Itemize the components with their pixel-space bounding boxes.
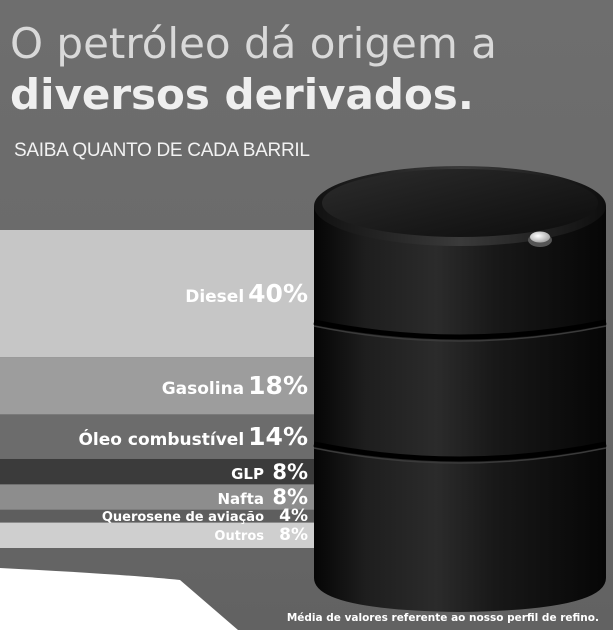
band-category: Óleo combustível xyxy=(78,429,245,450)
title-line-1: O petróleo dá origem a xyxy=(10,19,497,68)
band-label-1: Gasolina 18% xyxy=(162,371,308,404)
title-dot: . xyxy=(457,70,474,119)
subtitle: SAIBA QUANTO DE CADA BARRIL xyxy=(14,140,310,161)
band-3 xyxy=(0,459,320,485)
barrel-cap xyxy=(530,231,550,243)
barrel-body xyxy=(314,206,606,612)
barrel-lid xyxy=(322,169,598,237)
band-label-0: Diesel 40% xyxy=(185,279,308,312)
band-category: Outros xyxy=(214,529,264,545)
band-2 xyxy=(0,414,320,459)
band-6 xyxy=(0,522,320,548)
band-label-3: GLP 8% xyxy=(231,460,308,486)
band-category: GLP xyxy=(231,464,264,483)
band-value: 18% xyxy=(248,370,308,400)
title-line-2-text: diversos derivados xyxy=(10,70,458,119)
band-category: Nafta xyxy=(217,490,265,509)
band-value: 4% xyxy=(279,506,308,527)
band-category: Querosene de aviação xyxy=(101,510,264,526)
band-value: 8% xyxy=(272,485,308,510)
title-line-2: diversos derivados. xyxy=(10,70,474,120)
band-value: 14% xyxy=(248,421,308,451)
band-value: 40% xyxy=(248,278,308,308)
footnote: Média de valores referente ao nosso perf… xyxy=(286,612,599,624)
band-category: Gasolina xyxy=(161,378,245,399)
band-5 xyxy=(0,509,320,523)
band-label-6: Outros 8% xyxy=(214,523,308,549)
band-category: Diesel xyxy=(185,286,245,307)
band-label-2: Óleo combustível 14% xyxy=(78,422,308,455)
band-1 xyxy=(0,357,320,415)
band-value: 8% xyxy=(279,525,308,546)
band-value: 8% xyxy=(272,459,308,484)
band-4 xyxy=(0,484,320,510)
band-label-4: Nafta 8% xyxy=(218,485,309,511)
band-label-5: Querosene de aviação 4% xyxy=(102,507,308,527)
band-0 xyxy=(0,230,320,358)
